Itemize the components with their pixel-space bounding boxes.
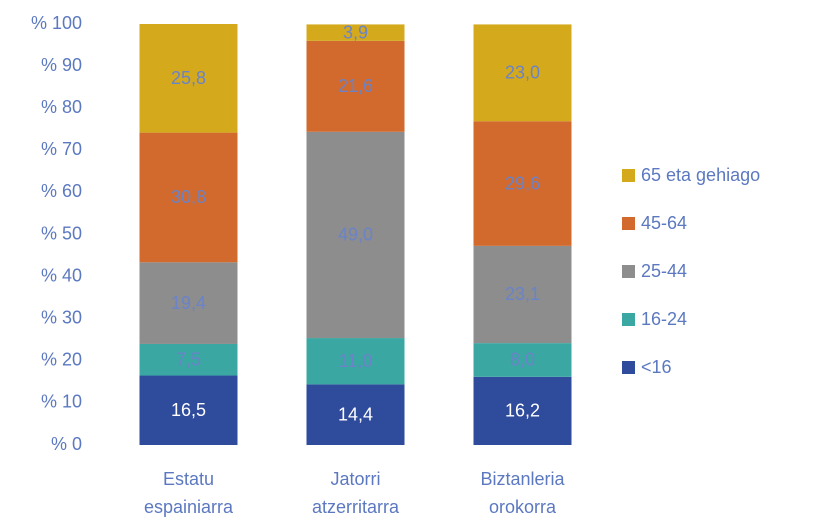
y-tick-label: % 50 [41, 223, 82, 243]
y-tick-label: % 100 [31, 13, 82, 33]
bar-segment [139, 262, 238, 344]
bar-segment [139, 343, 238, 376]
data-label: 3,9 [343, 22, 368, 42]
bar-segment [306, 24, 405, 41]
x-tick-label: Biztanleria orokorra [480, 469, 565, 517]
bar-segment [139, 132, 238, 263]
data-label: 19,4 [171, 293, 206, 313]
y-tick-label: % 40 [41, 265, 82, 285]
data-label: 11,0 [339, 351, 373, 371]
data-label: 16,5 [171, 400, 206, 420]
x-tick-label: Estatu espainiarra [144, 469, 234, 517]
data-label: 8,0 [510, 350, 535, 370]
legend-label: 25-44 [641, 261, 687, 281]
data-label: 14,4 [338, 404, 373, 424]
bar-segment [139, 24, 238, 133]
bar-segment [306, 131, 405, 339]
bar-segment [473, 245, 572, 344]
data-label: 25,8 [171, 68, 206, 88]
data-label: 23,0 [505, 63, 540, 83]
x-tick-label-line: espainiarra [144, 497, 234, 517]
legend-label: 16-24 [641, 309, 687, 329]
y-tick-label: % 30 [41, 307, 82, 327]
legend-swatch [622, 313, 635, 326]
y-tick-label: % 60 [41, 181, 82, 201]
x-tick-label-line: atzerritarra [312, 497, 400, 517]
data-label: 16,2 [505, 401, 540, 421]
legend-label: <16 [641, 357, 672, 377]
legend-label: 45-64 [641, 213, 687, 233]
y-tick-label: % 70 [41, 139, 82, 159]
data-label: 30,8 [171, 187, 206, 207]
data-label: 29,6 [505, 173, 540, 193]
legend-swatch [622, 169, 635, 182]
y-tick-label: % 90 [41, 55, 82, 75]
bar-segment [306, 338, 405, 385]
bar-segment [473, 343, 572, 377]
bar-segment [473, 121, 572, 246]
y-tick-label: % 10 [41, 392, 82, 412]
bar-segment [473, 24, 572, 122]
bar-segment [306, 384, 405, 445]
bar-segment [139, 375, 238, 445]
legend-swatch [622, 217, 635, 230]
y-tick-label: % 80 [41, 97, 82, 117]
x-tick-label-line: Estatu [163, 469, 214, 489]
x-tick-label: Jatorri atzerritarra [312, 469, 400, 517]
y-tick-label: % 0 [51, 434, 82, 454]
legend-swatch [622, 265, 635, 278]
y-tick-label: % 20 [41, 350, 82, 370]
legend-swatch [622, 361, 635, 374]
x-tick-label-line: Biztanleria [480, 469, 565, 489]
bar-segment [306, 40, 405, 132]
data-label: 49,0 [338, 225, 373, 245]
legend-label: 65 eta gehiago [641, 165, 760, 185]
data-label: 7,5 [176, 349, 201, 369]
data-label: 21,6 [338, 76, 373, 96]
data-label: 23,1 [505, 284, 540, 304]
x-tick-label-line: orokorra [489, 497, 557, 517]
bar-segment [473, 376, 572, 445]
x-tick-label-line: Jatorri [330, 469, 380, 489]
